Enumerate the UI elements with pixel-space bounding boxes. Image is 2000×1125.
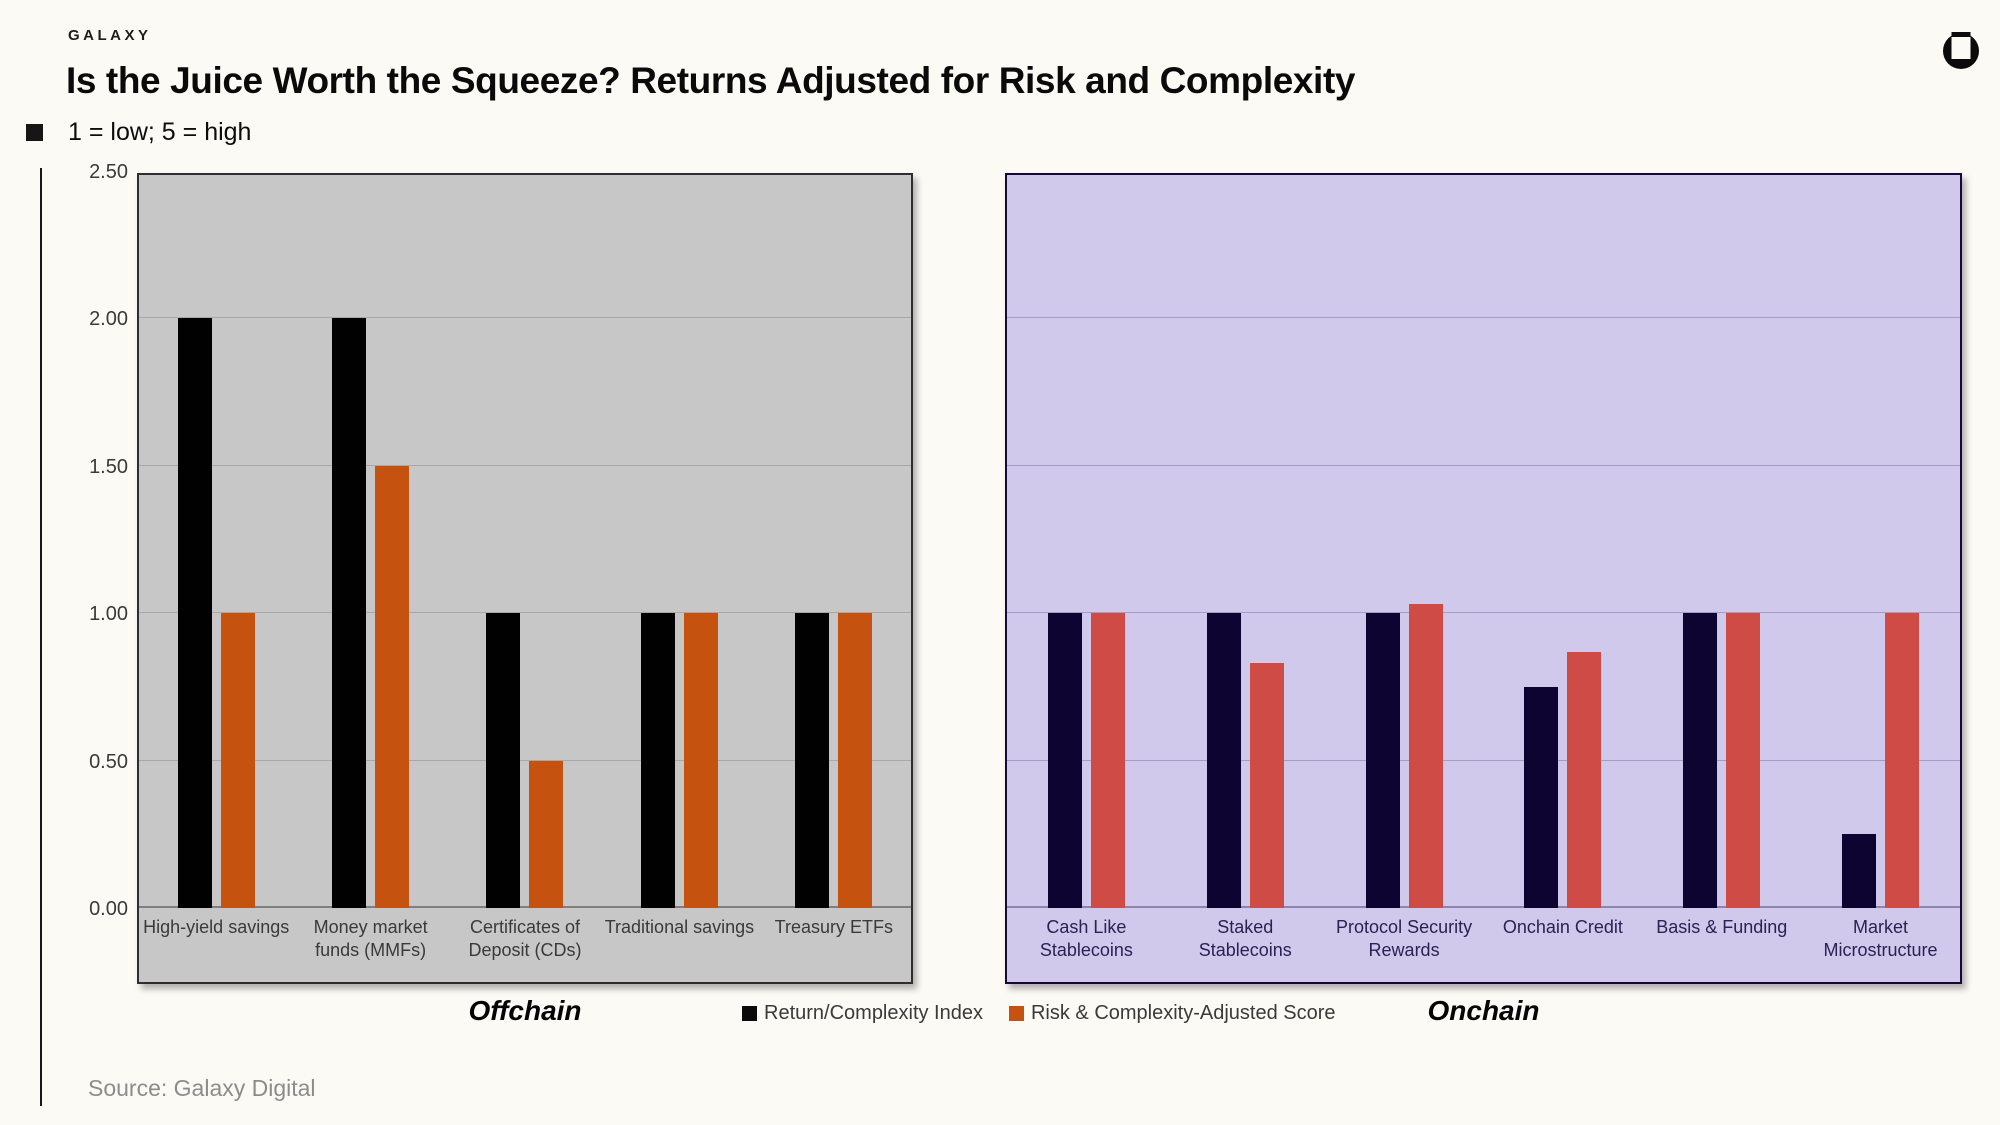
y-axis-accent-line [40, 168, 42, 1106]
bar-group [486, 613, 564, 908]
x-axis-line [1007, 906, 1960, 908]
bar [529, 760, 564, 908]
square-bullet-icon [26, 124, 43, 141]
bar [220, 613, 255, 908]
x-axis-line [139, 906, 911, 908]
gridline [1007, 759, 1960, 761]
bar [683, 613, 718, 908]
category-label: Onchain Credit [1502, 917, 1623, 937]
bar [1249, 663, 1284, 908]
page-subtitle: 1 = low; 5 = high [68, 118, 252, 146]
bar-series [139, 175, 911, 908]
panel-offchain: High-yield savings Money market funds (MM… [137, 173, 913, 984]
bar [375, 465, 410, 908]
bar-group [640, 613, 718, 908]
category-labels: High-yield savings Money market funds (MM… [139, 908, 911, 982]
gridline [139, 464, 911, 466]
category-label: Certificates of Deposit (CDs) [468, 917, 582, 961]
y-tick-label: 1.00 [89, 603, 128, 626]
page-title: Is the Juice Worth the Squeeze? Returns … [66, 60, 1356, 101]
bar [1683, 613, 1718, 908]
bar [1047, 613, 1082, 908]
bar-group [1047, 613, 1125, 908]
y-tick-label: 2.00 [89, 308, 128, 331]
legend-marker-icon [742, 1006, 757, 1021]
bar-group [795, 613, 873, 908]
legend-label: Return/Complexity Index [764, 1002, 983, 1024]
category-label: Staked Stablecoins [1198, 917, 1292, 961]
legend-marker-icon [1008, 1006, 1024, 1021]
bar [795, 613, 830, 908]
galaxy-logo-icon [1941, 27, 1981, 71]
bar-group [1206, 613, 1284, 908]
y-tick-label: 0.50 [89, 750, 128, 773]
bar [1885, 613, 1920, 908]
bar [486, 613, 521, 908]
bar-group [1365, 604, 1443, 908]
offchain-caption: Offchain [468, 995, 582, 1026]
category-label: Cash Like Stablecoins [1039, 917, 1133, 961]
bar [177, 318, 212, 908]
bar [1365, 613, 1400, 908]
category-labels: Cash Like Stablecoins Staked Stablecoins P… [1007, 908, 1960, 982]
bar-series [1007, 175, 1960, 908]
y-tick-label: 2.50 [89, 161, 128, 183]
bar [1524, 686, 1559, 908]
bar [1090, 613, 1125, 908]
bar-group [332, 318, 410, 908]
gridline [139, 317, 911, 319]
panel-onchain: Cash Like Stablecoins Staked Stablecoins P… [1005, 173, 1962, 984]
legend-item: Risk & Complexity-Adjusted Score [1008, 1002, 1336, 1025]
source-note: Source: Galaxy Digital [88, 1075, 316, 1101]
bar-group [1842, 613, 1920, 908]
bar [1408, 604, 1443, 908]
category-label: Money market funds (MMFs) [313, 917, 428, 961]
gridline [139, 612, 911, 614]
y-tick-label: 1.50 [89, 455, 128, 478]
plot-area [1007, 175, 1960, 908]
bar-group [1683, 613, 1761, 908]
bar [640, 613, 675, 908]
bar [1842, 834, 1877, 908]
category-label: Traditional savings [604, 917, 755, 937]
gridline [1007, 612, 1960, 614]
bar-group [1524, 651, 1602, 908]
bar-group [177, 318, 255, 908]
bar [1726, 613, 1761, 908]
galaxy-logo-icon [1943, 32, 1979, 69]
legend-item: Return/Complexity Index [742, 1002, 983, 1025]
bar [1567, 651, 1602, 908]
chart-legend: Return/Complexity Index Risk & Complexity… [742, 1002, 1336, 1025]
category-label: Treasury ETFs [774, 917, 893, 937]
category-label: High-yield savings [143, 917, 290, 937]
category-label: Market Microstructure [1823, 917, 1938, 961]
bar [1206, 613, 1241, 908]
bar [838, 613, 873, 908]
category-label: Basis & Funding [1656, 917, 1788, 937]
gridline [139, 759, 911, 761]
bar [332, 318, 367, 908]
category-label: Protocol Security Rewards [1336, 917, 1473, 961]
gridline [1007, 464, 1960, 466]
plot-area [139, 175, 911, 908]
legend-label: Risk & Complexity-Adjusted Score [1030, 1002, 1336, 1024]
subtitle-row: 1 = low; 5 = high [26, 118, 251, 147]
gridline [1007, 317, 1960, 319]
brand-wordmark: GALAXY [68, 27, 152, 44]
onchain-caption: Onchain [1427, 995, 1540, 1026]
y-tick-label: 0.00 [89, 898, 128, 920]
